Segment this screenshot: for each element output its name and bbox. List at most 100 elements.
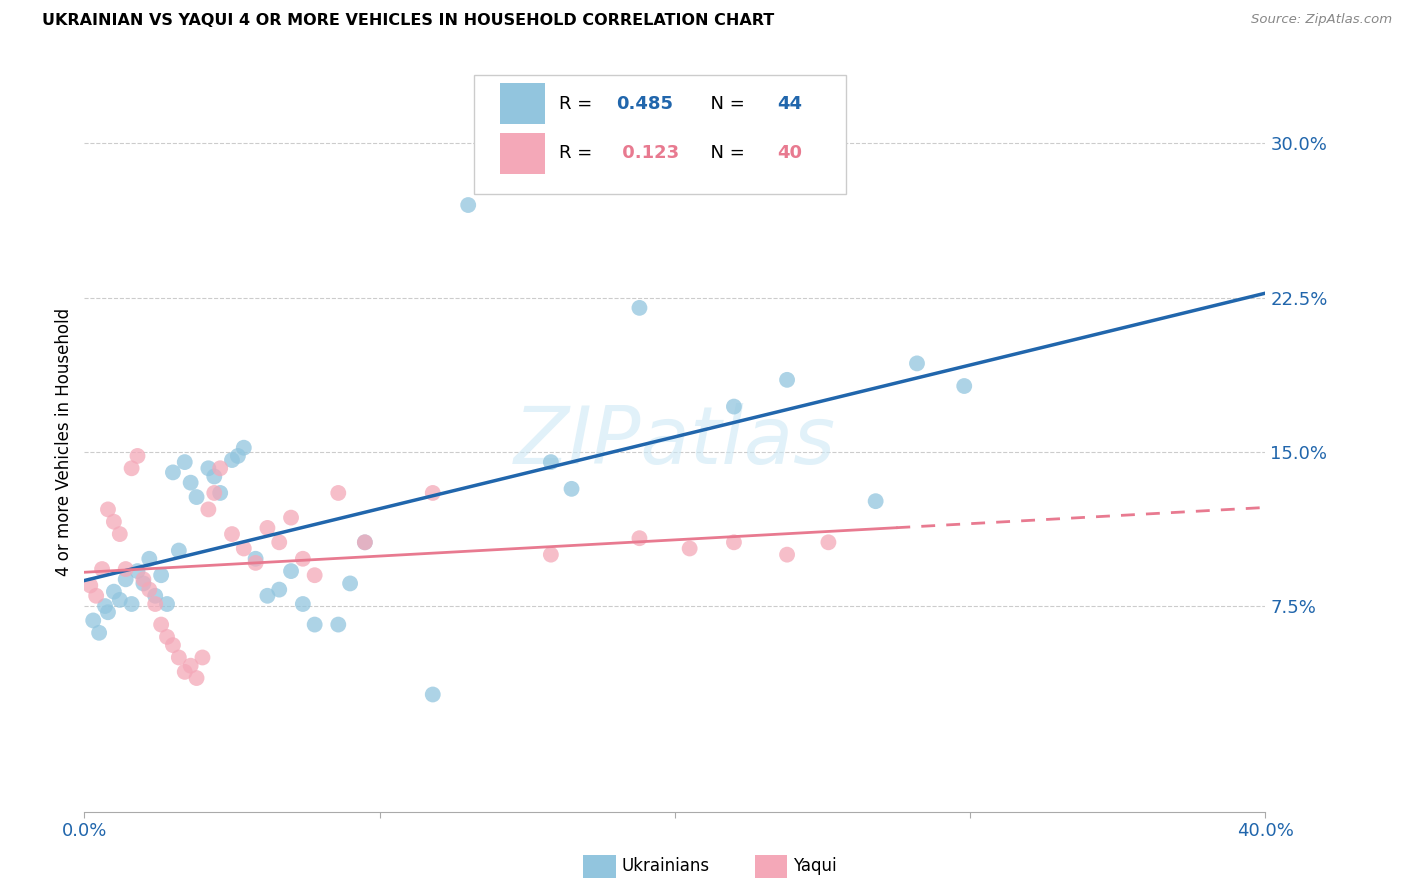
- Text: ZIPatlas: ZIPatlas: [513, 402, 837, 481]
- Point: [180, 658, 202, 673]
- Text: Yaqui: Yaqui: [793, 857, 837, 875]
- Text: 0.485: 0.485: [616, 95, 673, 112]
- Point: [540, 455, 562, 469]
- Text: R =: R =: [560, 145, 598, 162]
- Text: Source: ZipAtlas.com: Source: ZipAtlas.com: [1251, 13, 1392, 27]
- Point: [245, 551, 267, 566]
- Point: [108, 527, 131, 541]
- Point: [226, 449, 249, 463]
- Point: [953, 379, 976, 393]
- Point: [202, 486, 225, 500]
- Point: [150, 617, 173, 632]
- Point: [269, 535, 291, 549]
- Point: [905, 356, 928, 370]
- Point: [256, 589, 278, 603]
- Point: [232, 541, 254, 556]
- Point: [91, 562, 114, 576]
- Point: [108, 593, 131, 607]
- Point: [328, 486, 350, 500]
- Text: N =: N =: [699, 145, 749, 162]
- Point: [291, 551, 314, 566]
- Point: [422, 688, 444, 702]
- Point: [256, 521, 278, 535]
- Point: [167, 650, 190, 665]
- Point: [209, 486, 232, 500]
- Point: [628, 301, 651, 315]
- Point: [84, 589, 107, 603]
- Point: [180, 475, 202, 490]
- Point: [103, 515, 125, 529]
- Point: [162, 466, 184, 480]
- Point: [97, 605, 120, 619]
- Point: [127, 449, 149, 463]
- Point: [422, 486, 444, 500]
- Point: [280, 510, 302, 524]
- Point: [167, 543, 190, 558]
- Point: [191, 650, 214, 665]
- Point: [82, 614, 104, 628]
- Point: [723, 535, 745, 549]
- Point: [457, 198, 479, 212]
- Point: [132, 576, 155, 591]
- Text: 0.123: 0.123: [616, 145, 679, 162]
- Point: [156, 597, 179, 611]
- Point: [143, 589, 166, 603]
- Point: [209, 461, 232, 475]
- Point: [202, 469, 225, 483]
- Point: [127, 564, 149, 578]
- Point: [114, 562, 136, 576]
- Y-axis label: 4 or more Vehicles in Household: 4 or more Vehicles in Household: [55, 308, 73, 575]
- Point: [865, 494, 887, 508]
- Point: [628, 531, 651, 545]
- Point: [304, 568, 326, 582]
- FancyBboxPatch shape: [501, 83, 546, 124]
- Point: [79, 578, 101, 592]
- Point: [269, 582, 291, 597]
- Point: [776, 548, 799, 562]
- Text: N =: N =: [699, 95, 749, 112]
- Point: [197, 502, 219, 516]
- Point: [87, 625, 111, 640]
- Point: [94, 599, 117, 613]
- Point: [304, 617, 326, 632]
- Point: [354, 535, 377, 549]
- Point: [280, 564, 302, 578]
- Point: [173, 455, 195, 469]
- Point: [197, 461, 219, 475]
- Point: [817, 535, 839, 549]
- FancyBboxPatch shape: [474, 75, 846, 194]
- Text: 40: 40: [778, 145, 803, 162]
- Point: [354, 535, 377, 549]
- FancyBboxPatch shape: [501, 133, 546, 174]
- Point: [138, 551, 160, 566]
- Point: [540, 548, 562, 562]
- Point: [121, 597, 143, 611]
- Point: [232, 441, 254, 455]
- Point: [723, 400, 745, 414]
- Point: [186, 671, 208, 685]
- Point: [339, 576, 361, 591]
- Point: [328, 617, 350, 632]
- Text: R =: R =: [560, 95, 598, 112]
- Point: [97, 502, 120, 516]
- Point: [132, 572, 155, 586]
- Text: UKRAINIAN VS YAQUI 4 OR MORE VEHICLES IN HOUSEHOLD CORRELATION CHART: UKRAINIAN VS YAQUI 4 OR MORE VEHICLES IN…: [42, 13, 775, 29]
- Point: [560, 482, 583, 496]
- Point: [221, 527, 243, 541]
- Text: Ukrainians: Ukrainians: [621, 857, 710, 875]
- Point: [150, 568, 173, 582]
- Point: [186, 490, 208, 504]
- Point: [776, 373, 799, 387]
- Point: [291, 597, 314, 611]
- Point: [162, 638, 184, 652]
- Point: [156, 630, 179, 644]
- Point: [114, 572, 136, 586]
- Point: [221, 453, 243, 467]
- Point: [678, 541, 700, 556]
- Point: [173, 665, 195, 679]
- Point: [138, 582, 160, 597]
- Point: [245, 556, 267, 570]
- Point: [103, 584, 125, 599]
- Point: [143, 597, 166, 611]
- Point: [121, 461, 143, 475]
